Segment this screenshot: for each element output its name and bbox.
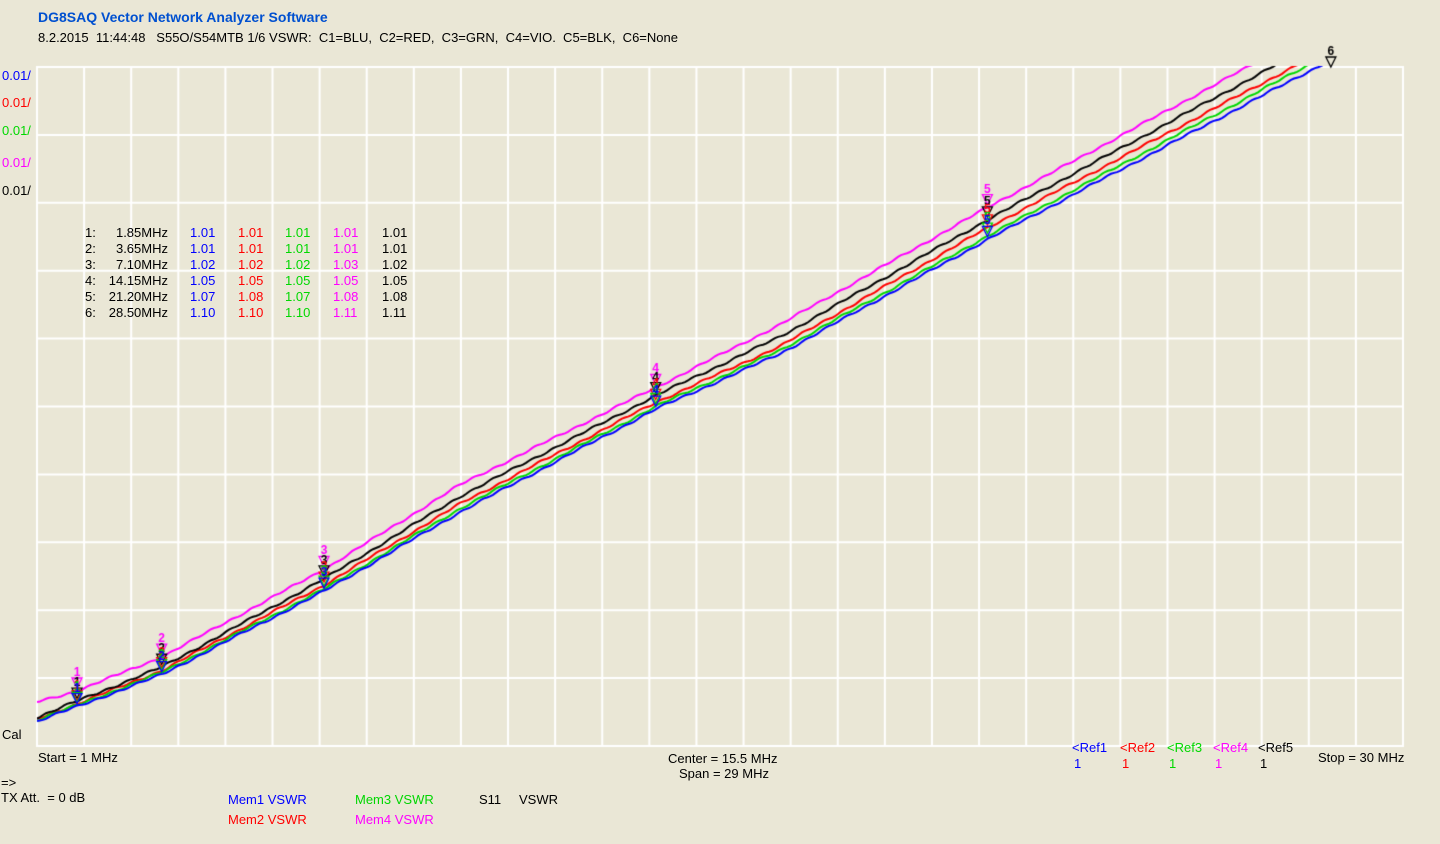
marker-value: 1.08 bbox=[333, 289, 359, 304]
legend-format-selector[interactable]: VSWR bbox=[519, 792, 558, 807]
marker-table-row: 3: 7.10MHz 1.02 1.02 1.02 1.03 1.02 bbox=[0, 257, 430, 273]
app-title: DG8SAQ Vector Network Analyzer Software bbox=[38, 9, 328, 25]
start-frequency-label[interactable]: Start = 1 MHz bbox=[38, 750, 118, 765]
stop-frequency-label[interactable]: Stop = 30 MHz bbox=[1318, 750, 1405, 765]
marker-value: 1.10 bbox=[285, 305, 311, 320]
scale-per-div-label-4[interactable]: 0.01/ bbox=[2, 155, 31, 170]
marker-number: 5: bbox=[85, 289, 96, 304]
tx-attenuation-label[interactable]: TX Att. = 0 dB bbox=[1, 790, 86, 805]
ref-label-1[interactable]: <Ref1 bbox=[1072, 740, 1108, 755]
marker-value: 1.05 bbox=[285, 273, 311, 288]
marker-value: 1.01 bbox=[238, 225, 264, 240]
marker-number: 6: bbox=[85, 305, 96, 320]
marker-frequency: 14.15MHz bbox=[108, 273, 168, 288]
ref-value-3: 1 bbox=[1169, 756, 1177, 771]
marker-value: 1.01 bbox=[238, 241, 264, 256]
legend-mem3-vswr[interactable]: Mem3 VSWR bbox=[355, 792, 434, 807]
marker-frequency: 7.10MHz bbox=[115, 257, 168, 272]
marker-value: 1.10 bbox=[238, 305, 264, 320]
ref-value-4: 1 bbox=[1215, 756, 1223, 771]
marker-value: 1.11 bbox=[333, 305, 358, 320]
legend-mem2-vswr[interactable]: Mem2 VSWR bbox=[228, 812, 307, 827]
marker-value: 1.08 bbox=[238, 289, 264, 304]
marker-value: 1.01 bbox=[382, 241, 408, 256]
marker-value: 1.05 bbox=[238, 273, 264, 288]
marker-value: 1.05 bbox=[333, 273, 359, 288]
marker-frequency: 1.85MHz bbox=[115, 225, 168, 240]
marker-number: 1: bbox=[85, 225, 96, 240]
marker-value: 1.05 bbox=[190, 273, 216, 288]
marker-value: 1.01 bbox=[333, 225, 359, 240]
marker-value: 1.02 bbox=[382, 257, 408, 272]
marker-value: 1.10 bbox=[190, 305, 216, 320]
span-label[interactable]: Span = 29 MHz bbox=[679, 766, 769, 781]
marker-table-row: 6: 28.50MHz 1.10 1.10 1.10 1.11 1.11 bbox=[0, 305, 430, 321]
legend-mem4-vswr[interactable]: Mem4 VSWR bbox=[355, 812, 434, 827]
marker-number: 4: bbox=[85, 273, 96, 288]
marker-value: 1.01 bbox=[333, 241, 359, 256]
sweep-info-line: 8.2.2015 11:44:48 S55O/S54MTB 1/6 VSWR: … bbox=[38, 30, 678, 45]
cal-indicator[interactable]: Cal bbox=[2, 727, 22, 742]
marker-value: 1.11 bbox=[382, 305, 407, 320]
marker-table-row: 1: 1.85MHz 1.01 1.01 1.01 1.01 1.01 bbox=[0, 225, 430, 241]
marker-frequency: 21.20MHz bbox=[108, 289, 168, 304]
marker-value: 1.01 bbox=[285, 225, 311, 240]
marker-table-row: 2: 3.65MHz 1.01 1.01 1.01 1.01 1.01 bbox=[0, 241, 430, 257]
marker-value: 1.01 bbox=[382, 225, 408, 240]
marker-value: 1.02 bbox=[238, 257, 264, 272]
center-frequency-label[interactable]: Center = 15.5 MHz bbox=[668, 751, 778, 766]
marker-value: 1.07 bbox=[285, 289, 311, 304]
marker-frequency: 28.50MHz bbox=[108, 305, 168, 320]
scale-per-div-label-2[interactable]: 0.01/ bbox=[2, 95, 31, 110]
marker-value: 1.01 bbox=[285, 241, 311, 256]
ref-label-3[interactable]: <Ref3 bbox=[1167, 740, 1203, 755]
status-arrow: => bbox=[1, 775, 17, 790]
marker-frequency: 3.65MHz bbox=[115, 241, 168, 256]
marker-value: 1.08 bbox=[382, 289, 408, 304]
marker-value: 1.02 bbox=[190, 257, 216, 272]
scale-per-div-label-3[interactable]: 0.01/ bbox=[2, 123, 31, 138]
marker-value: 1.01 bbox=[190, 241, 216, 256]
ref-label-2[interactable]: <Ref2 bbox=[1120, 740, 1156, 755]
marker-value: 1.03 bbox=[333, 257, 359, 272]
marker-table: 1: 1.85MHz 1.01 1.01 1.01 1.01 1.01 2: 3.65MHz 1.… bbox=[0, 225, 430, 323]
marker-value: 1.01 bbox=[190, 225, 216, 240]
legend-mem1-vswr[interactable]: Mem1 VSWR bbox=[228, 792, 307, 807]
ref-value-2: 1 bbox=[1122, 756, 1130, 771]
scale-per-div-label-5[interactable]: 0.01/ bbox=[2, 183, 31, 198]
marker-number: 3: bbox=[85, 257, 96, 272]
ref-label-4[interactable]: <Ref4 bbox=[1213, 740, 1249, 755]
ref-value-1: 1 bbox=[1074, 756, 1082, 771]
marker-table-row: 5: 21.20MHz 1.07 1.08 1.07 1.08 1.08 bbox=[0, 289, 430, 305]
scale-per-div-label-1[interactable]: 0.01/ bbox=[2, 68, 31, 83]
marker-number: 2: bbox=[85, 241, 96, 256]
ref-value-5: 1 bbox=[1260, 756, 1268, 771]
marker-value: 1.02 bbox=[285, 257, 311, 272]
marker-table-row: 4: 14.15MHz 1.05 1.05 1.05 1.05 1.05 bbox=[0, 273, 430, 289]
marker-value: 1.07 bbox=[190, 289, 216, 304]
ref-label-5[interactable]: <Ref5 bbox=[1258, 740, 1294, 755]
marker-value: 1.05 bbox=[382, 273, 408, 288]
legend-s11-selector[interactable]: S11 bbox=[479, 792, 502, 807]
